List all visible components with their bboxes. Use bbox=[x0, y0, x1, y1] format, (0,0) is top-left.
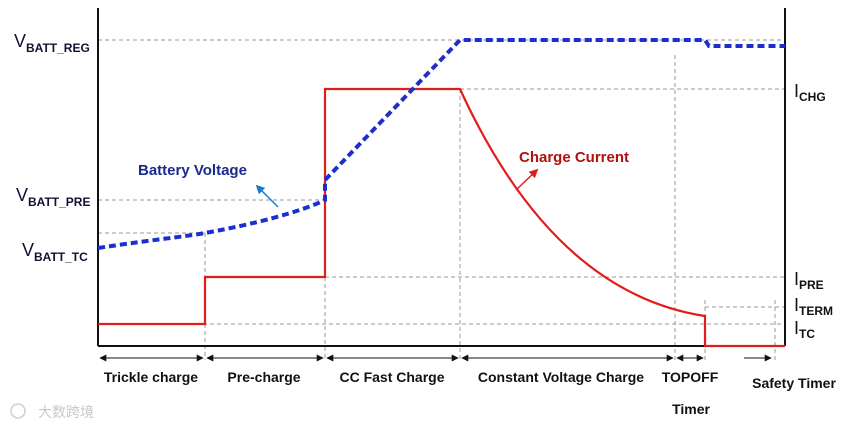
phase-topoff-label: TOPOFF bbox=[662, 369, 719, 385]
phase-trickle-label: Trickle charge bbox=[104, 369, 198, 385]
phase-cv-label: Constant Voltage Charge bbox=[478, 369, 644, 385]
reference-lines bbox=[98, 39, 785, 360]
phase-topoff-timer-label: Timer bbox=[672, 401, 710, 417]
charge-current-arrow bbox=[515, 168, 539, 191]
ipre-label: IPRE bbox=[794, 269, 824, 292]
itc-label: ITC bbox=[794, 318, 815, 341]
vbatt-reg-label: VBATT_REG bbox=[14, 31, 90, 55]
watermark-logo-icon bbox=[10, 403, 26, 419]
charge-current-curve bbox=[98, 87, 785, 348]
watermark: 大数跨境 bbox=[10, 403, 94, 421]
charge-current-label: Charge Current bbox=[519, 149, 629, 166]
phase-cc-label: CC Fast Charge bbox=[339, 369, 444, 385]
vbatt-pre-label: VBATT_PRE bbox=[16, 185, 90, 209]
vbatt-tc-label: VBATT_TC bbox=[22, 240, 88, 264]
phase-pre-label: Pre-charge bbox=[227, 369, 300, 385]
ichg-label: ICHG bbox=[794, 81, 826, 104]
iterm-label: ITERM bbox=[794, 295, 833, 318]
watermark-text: 大数跨境 bbox=[38, 405, 94, 421]
phase-safety-label: Safety Timer bbox=[752, 375, 836, 391]
battery-voltage-curve bbox=[97, 38, 785, 250]
battery-voltage-label: Battery Voltage bbox=[138, 162, 247, 179]
battery-voltage-arrow bbox=[255, 184, 279, 208]
